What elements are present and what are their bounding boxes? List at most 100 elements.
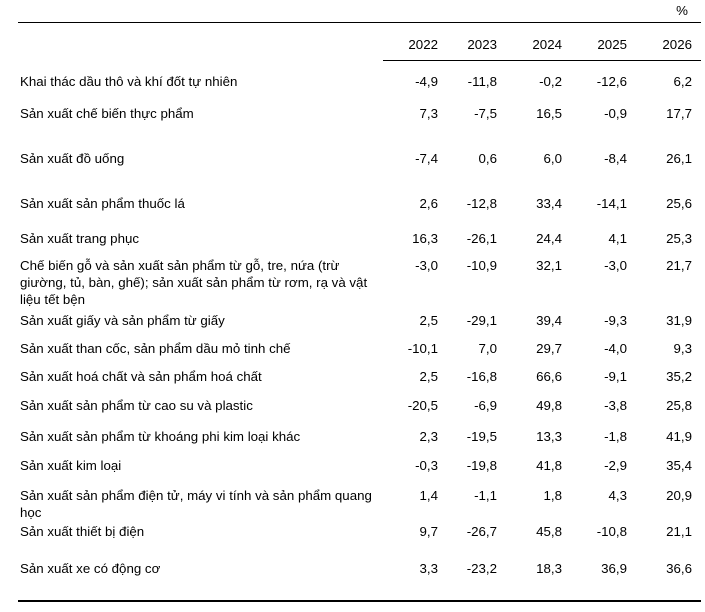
value-cell: 2,5 bbox=[419, 369, 439, 384]
value-cell: 24,4 bbox=[536, 231, 562, 246]
value-cell: 7,0 bbox=[478, 341, 498, 356]
value-cell: 35,4 bbox=[666, 458, 692, 473]
table-row: Sản xuất chế biến thực phẩm 7,3 -7,5 16,5 -0… bbox=[18, 90, 701, 122]
value-cell: 29,7 bbox=[536, 341, 562, 356]
table-row: Sản xuất thiết bị điện 9,7 -26,7 45,8 -10,8 2… bbox=[18, 521, 701, 540]
value-cell: 3,3 bbox=[419, 561, 439, 576]
row-label: Sản xuất hoá chất và sản phẩm hoá chất bbox=[20, 369, 262, 384]
value-cell: -16,8 bbox=[466, 369, 497, 384]
value-cell: 2,5 bbox=[419, 313, 439, 328]
table-body: Khai thác dầu thô và khí đốt tự nhiên -4,… bbox=[18, 61, 701, 600]
value-cell: 20,9 bbox=[666, 488, 692, 503]
value-cell: 9,3 bbox=[673, 341, 693, 356]
value-cell: 1,4 bbox=[419, 488, 439, 503]
value-cell: 66,6 bbox=[536, 369, 562, 384]
value-cell: -19,5 bbox=[466, 429, 497, 444]
table-row: Sản xuất hoá chất và sản phẩm hoá chất 2,… bbox=[18, 357, 701, 385]
value-cell: -26,7 bbox=[466, 524, 497, 539]
row-label: Chế biến gỗ và sản xuất sản phẩm từ gỗ, … bbox=[20, 258, 368, 307]
table-header-row: 2022 2023 2024 2025 2026 bbox=[18, 23, 701, 53]
value-cell: 25,6 bbox=[666, 196, 692, 211]
value-cell: -12,8 bbox=[466, 196, 497, 211]
value-cell: 9,7 bbox=[419, 524, 439, 539]
data-table: 2022 2023 2024 2025 2026 Khai thác dầu thô v… bbox=[18, 22, 701, 602]
value-cell: -4,0 bbox=[604, 341, 627, 356]
value-cell: 6,0 bbox=[543, 151, 563, 166]
table-row: Sản xuất sản phẩm từ cao su và plastic -2… bbox=[18, 385, 701, 414]
value-cell: 16,5 bbox=[536, 106, 562, 121]
value-cell: -2,9 bbox=[604, 458, 627, 473]
value-cell: 41,8 bbox=[536, 458, 562, 473]
row-label: Sản xuất thiết bị điện bbox=[20, 524, 145, 539]
value-cell: -26,1 bbox=[466, 231, 497, 246]
value-cell: 26,1 bbox=[666, 151, 692, 166]
value-cell: -3,0 bbox=[604, 258, 627, 273]
value-cell: 33,4 bbox=[536, 196, 562, 211]
column-header-year: 2023 bbox=[467, 37, 497, 52]
value-cell: 4,1 bbox=[608, 231, 628, 246]
value-cell: 0,6 bbox=[478, 151, 498, 166]
row-label: Sản xuất giấy và sản phẩm từ giấy bbox=[20, 313, 225, 328]
value-cell: 4,3 bbox=[608, 488, 628, 503]
row-label: Sản xuất đồ uống bbox=[20, 151, 125, 166]
header-divider bbox=[383, 60, 701, 61]
value-cell: -23,2 bbox=[466, 561, 497, 576]
table-row: Sản xuất xe có động cơ 3,3 -23,2 18,3 36,9 36… bbox=[18, 540, 701, 577]
row-label: Sản xuất sản phẩm từ cao su và plastic bbox=[20, 398, 253, 413]
value-cell: 36,9 bbox=[601, 561, 627, 576]
value-cell: -0,3 bbox=[415, 458, 438, 473]
table-row: Sản xuất sản phẩm điện tử, máy vi tính v… bbox=[18, 474, 701, 521]
value-cell: -8,4 bbox=[604, 151, 627, 166]
value-cell: -9,1 bbox=[604, 369, 627, 384]
table-row: Sản xuất đồ uống -7,4 0,6 6,0 -8,4 26,1 bbox=[18, 122, 701, 167]
value-cell: -10,8 bbox=[596, 524, 627, 539]
row-label: Sản xuất xe có động cơ bbox=[20, 561, 161, 576]
value-cell: 1,8 bbox=[543, 488, 563, 503]
value-cell: -10,9 bbox=[466, 258, 497, 273]
value-cell: -6,9 bbox=[474, 398, 497, 413]
column-header-year: 2026 bbox=[662, 37, 692, 52]
value-cell: 35,2 bbox=[666, 369, 692, 384]
value-cell: -14,1 bbox=[596, 196, 627, 211]
table-row: Khai thác dầu thô và khí đốt tự nhiên -4,… bbox=[18, 61, 701, 90]
value-cell: -3,8 bbox=[604, 398, 627, 413]
value-cell: -7,5 bbox=[474, 106, 497, 121]
value-cell: 21,1 bbox=[666, 524, 692, 539]
value-cell: 25,8 bbox=[666, 398, 692, 413]
row-label: Sản xuất trang phục bbox=[20, 231, 140, 246]
value-cell: -1,8 bbox=[604, 429, 627, 444]
value-cell: -0,2 bbox=[539, 74, 562, 89]
value-cell: 17,7 bbox=[666, 106, 692, 121]
value-cell: 31,9 bbox=[666, 313, 692, 328]
table-row: Sản xuất sản phẩm từ khoáng phi kim loại… bbox=[18, 414, 701, 445]
table-row: Sản xuất than cốc, sản phẩm dầu mỏ tinh … bbox=[18, 329, 701, 357]
value-cell: 16,3 bbox=[412, 231, 438, 246]
value-cell: -20,5 bbox=[407, 398, 438, 413]
column-header-year: 2024 bbox=[532, 37, 562, 52]
row-label: Sản xuất sản phẩm từ khoáng phi kim loại… bbox=[20, 429, 301, 444]
value-cell: 7,3 bbox=[419, 106, 439, 121]
value-cell: 2,3 bbox=[419, 429, 439, 444]
value-cell: 32,1 bbox=[536, 258, 562, 273]
value-cell: 45,8 bbox=[536, 524, 562, 539]
value-cell: -19,8 bbox=[466, 458, 497, 473]
row-label: Sản xuất chế biến thực phẩm bbox=[20, 106, 194, 121]
value-cell: 39,4 bbox=[536, 313, 562, 328]
value-cell: 18,3 bbox=[536, 561, 562, 576]
row-label: Sản xuất sản phẩm thuốc lá bbox=[20, 196, 185, 211]
value-cell: -4,9 bbox=[415, 74, 438, 89]
column-header-year: 2022 bbox=[408, 37, 438, 52]
value-cell: -12,6 bbox=[596, 74, 627, 89]
table-row: Sản xuất trang phục 16,3 -26,1 24,4 4,1 25,3 bbox=[18, 212, 701, 247]
table-row: Sản xuất sản phẩm thuốc lá 2,6 -12,8 33,4 -1… bbox=[18, 167, 701, 212]
value-cell: 41,9 bbox=[666, 429, 692, 444]
value-cell: 6,2 bbox=[673, 74, 693, 89]
value-cell: 13,3 bbox=[536, 429, 562, 444]
row-label: Sản xuất sản phẩm điện tử, máy vi tính v… bbox=[20, 488, 372, 520]
column-header-year: 2025 bbox=[597, 37, 627, 52]
table-row: Sản xuất giấy và sản phẩm từ giấy 2,5 -29,… bbox=[18, 308, 701, 329]
value-cell: 49,8 bbox=[536, 398, 562, 413]
row-label: Khai thác dầu thô và khí đốt tự nhiên bbox=[20, 74, 238, 89]
value-cell: -0,9 bbox=[604, 106, 627, 121]
